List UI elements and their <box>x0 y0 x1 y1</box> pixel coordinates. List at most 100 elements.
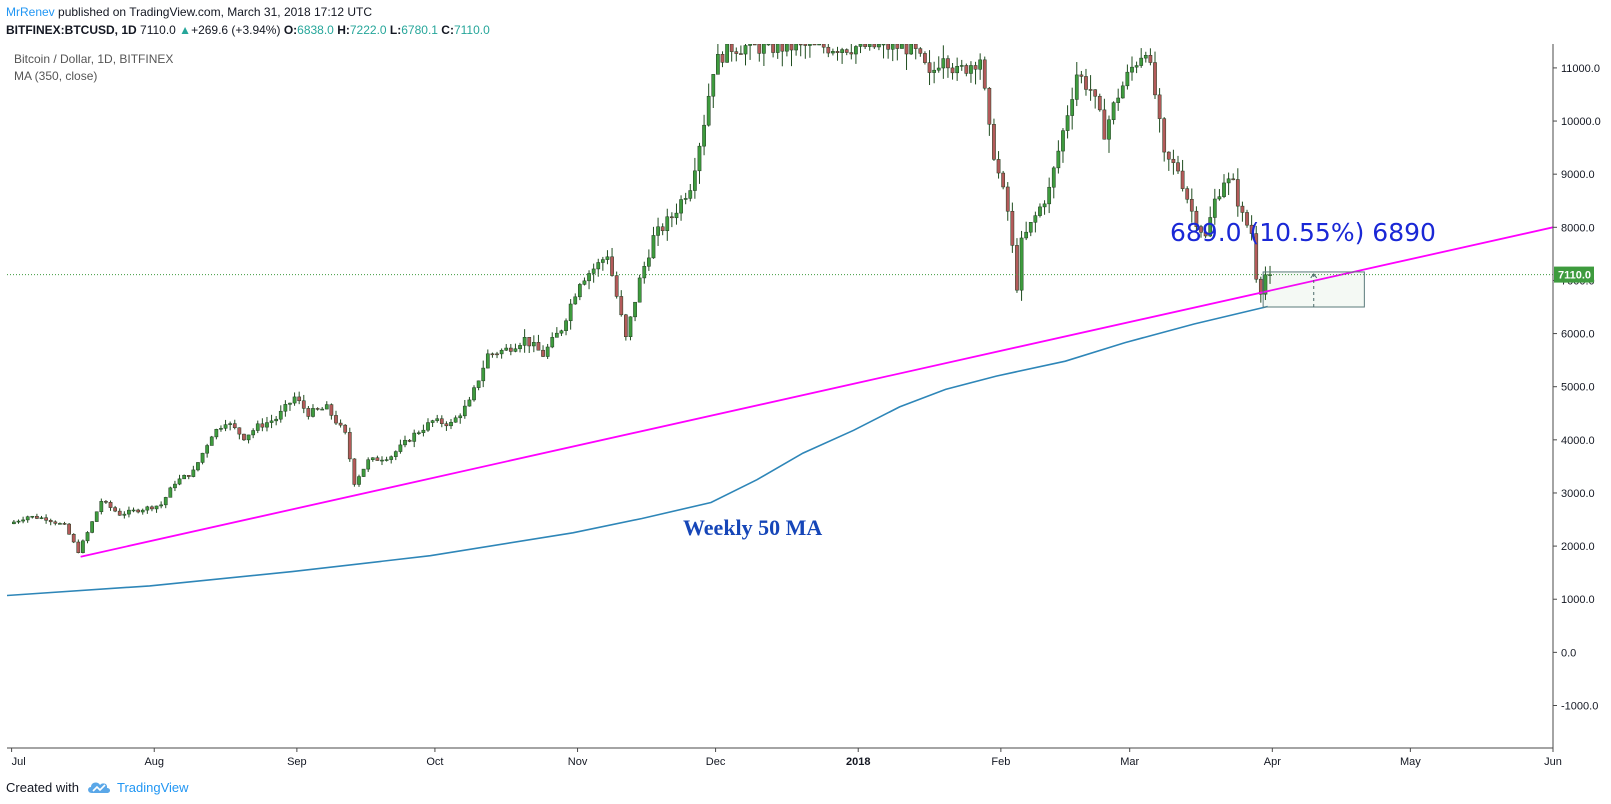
candle <box>329 404 334 416</box>
candle <box>545 346 550 357</box>
candle <box>536 342 541 351</box>
candle <box>343 424 348 433</box>
candle <box>518 345 522 350</box>
candle <box>186 475 191 477</box>
candle <box>67 523 71 535</box>
candle <box>499 349 504 355</box>
chart-header: MrRenev published on TradingView.com, Ma… <box>0 0 1611 44</box>
candle <box>863 44 867 47</box>
candle <box>214 429 219 438</box>
candle <box>412 432 417 442</box>
candle <box>1111 102 1116 120</box>
candle <box>785 44 789 52</box>
candle <box>587 273 591 282</box>
y-tick-label: 4000.0 <box>1561 435 1595 447</box>
candle <box>481 367 486 382</box>
candle <box>1245 212 1249 226</box>
candle <box>923 53 927 63</box>
candle <box>320 408 325 411</box>
legend-title: Bitcoin / Dollar, 1D, BITFINEX <box>14 52 173 66</box>
x-tick-label: 2018 <box>846 756 870 768</box>
candle <box>913 44 918 49</box>
candle <box>812 44 817 46</box>
candle <box>568 303 573 322</box>
footer-brand-link[interactable]: TradingView <box>117 780 189 795</box>
candle <box>1038 206 1042 216</box>
candle <box>531 342 536 347</box>
candle <box>435 418 440 421</box>
candle <box>71 533 76 543</box>
candle <box>1102 109 1107 140</box>
candle <box>904 44 909 55</box>
candle <box>1097 95 1102 111</box>
y-tick-label: 11000.0 <box>1561 63 1600 75</box>
candle <box>495 353 499 356</box>
candle <box>670 216 674 219</box>
candle <box>895 44 900 49</box>
y-tick-label: -1000.0 <box>1561 700 1598 712</box>
candle <box>1015 245 1019 291</box>
candle <box>775 44 780 53</box>
candle <box>182 475 187 480</box>
candle <box>1203 232 1208 237</box>
candle <box>1065 115 1070 131</box>
candle <box>647 257 651 267</box>
candle <box>301 400 306 409</box>
candle <box>154 505 159 510</box>
y-tick-label: 9000.0 <box>1561 169 1595 181</box>
footer: Created with TradingView <box>0 774 1611 804</box>
candle <box>840 49 844 53</box>
y-tick-label: 3000.0 <box>1561 488 1595 500</box>
candle <box>476 380 481 388</box>
tradingview-cloud-icon[interactable] <box>86 779 112 795</box>
candle <box>191 469 196 477</box>
candle <box>748 44 752 46</box>
candle <box>559 330 564 334</box>
candle <box>223 424 228 429</box>
price-tag-label: 7110.0 <box>1558 270 1591 282</box>
candle <box>660 226 665 232</box>
candle <box>444 423 449 427</box>
ma-350-series <box>7 305 1268 597</box>
candle <box>1116 97 1121 103</box>
x-tick-label: Sep <box>287 756 307 768</box>
candle <box>53 521 58 524</box>
candle <box>1199 226 1203 233</box>
candle <box>982 59 987 89</box>
candle <box>734 51 739 54</box>
ma-350-line <box>7 305 1268 597</box>
candle <box>771 44 775 53</box>
candle <box>628 316 633 337</box>
candle <box>1189 198 1194 212</box>
candle <box>168 487 173 498</box>
candle <box>996 159 1001 174</box>
author-link[interactable]: MrRenev <box>6 5 55 19</box>
candle <box>1010 210 1015 246</box>
candle <box>12 521 16 525</box>
footer-created-text: Created with <box>6 780 79 795</box>
price-chart[interactable]: -1000.0 0.0 1000.0 2000.0 3000.0 4000.0 5000.0… <box>0 0 1611 774</box>
candle <box>117 510 122 516</box>
x-tick-label: Aug <box>144 756 164 768</box>
candle <box>269 420 274 423</box>
ohlc-info: BITFINEX:BTCUSD, 1D 7110.0 ▲+269.6 (+3.9… <box>6 23 490 37</box>
price-change: +269.6 (+3.94%) <box>191 23 281 37</box>
open-label: O: <box>283 23 298 37</box>
candle <box>467 399 472 407</box>
publish-meta: published on TradingView.com, March 31, … <box>58 5 372 19</box>
candle <box>209 436 214 446</box>
last-price: 7110.0 <box>140 23 176 37</box>
candle <box>600 259 605 263</box>
candle <box>596 262 601 270</box>
candle <box>347 432 352 460</box>
candle <box>1222 182 1226 197</box>
x-tick-label: Nov <box>568 756 588 768</box>
candle <box>393 451 398 457</box>
measure-arrow-head <box>1310 273 1318 279</box>
x-tick-label: Apr <box>1264 756 1281 768</box>
candle <box>564 320 568 331</box>
candle <box>1047 186 1052 205</box>
candle <box>554 332 559 338</box>
candle <box>380 459 384 462</box>
candle <box>205 445 210 454</box>
